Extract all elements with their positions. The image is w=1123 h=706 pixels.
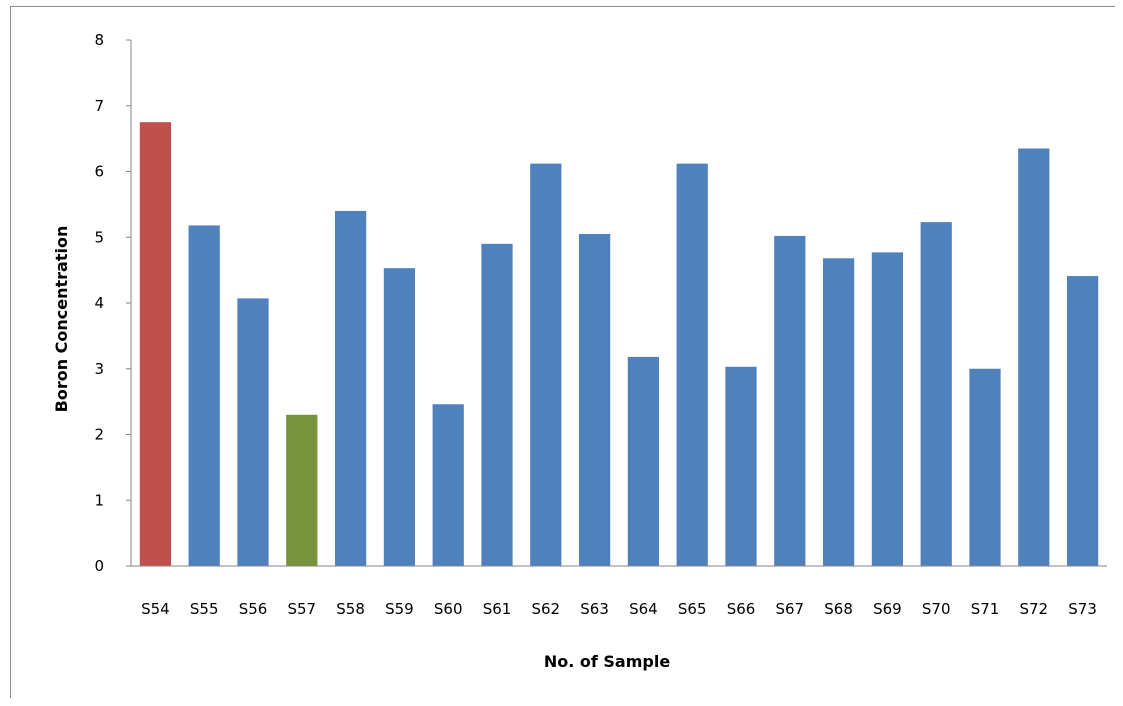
x-tick-label: S56 bbox=[239, 600, 268, 618]
x-tick-label: S54 bbox=[141, 600, 170, 618]
bar-s71 bbox=[969, 368, 1001, 566]
x-tick-label: S59 bbox=[385, 600, 414, 618]
bar-s60 bbox=[432, 404, 464, 566]
bar-s56 bbox=[237, 298, 269, 566]
bar-s69 bbox=[871, 252, 904, 566]
x-tick-label: S61 bbox=[483, 600, 512, 618]
bar-s62 bbox=[530, 163, 562, 567]
y-tick-label: 8 bbox=[94, 31, 104, 49]
x-tick-label: S70 bbox=[922, 600, 951, 618]
x-tick-label: S64 bbox=[629, 600, 658, 618]
bar-s73 bbox=[1066, 276, 1099, 566]
y-tick-label: 2 bbox=[94, 426, 104, 444]
x-tick-label: S55 bbox=[190, 600, 219, 618]
bar-s72 bbox=[1018, 148, 1050, 567]
bar-s61 bbox=[481, 243, 513, 566]
x-tick-label: S60 bbox=[434, 600, 463, 618]
chart-frame bbox=[10, 6, 1115, 698]
y-tick-label: 0 bbox=[94, 557, 104, 575]
bar-s59 bbox=[383, 268, 416, 566]
x-tick-label: S66 bbox=[727, 600, 756, 618]
bar-s55 bbox=[188, 225, 220, 567]
x-tick-label: S65 bbox=[678, 600, 707, 618]
y-tick-label: 6 bbox=[94, 163, 104, 181]
bar-s65 bbox=[676, 163, 708, 567]
y-tick-label: 5 bbox=[94, 228, 104, 246]
axes-group bbox=[130, 40, 1107, 567]
y-tick-label: 1 bbox=[94, 491, 104, 509]
y-axis-title: Boron Concentration bbox=[52, 226, 71, 413]
x-tick-label: S72 bbox=[1019, 600, 1048, 618]
bar-s70 bbox=[920, 222, 952, 566]
x-axis-title: No. of Sample bbox=[544, 652, 670, 671]
x-tick-label: S67 bbox=[775, 600, 804, 618]
bar-s57 bbox=[286, 414, 318, 566]
x-tick-label: S62 bbox=[531, 600, 560, 618]
bar-s58 bbox=[334, 210, 367, 566]
x-tick-label: S57 bbox=[287, 600, 316, 618]
bar-s63 bbox=[578, 233, 611, 566]
y-tick-label: 3 bbox=[94, 360, 104, 378]
x-ticks-group: S54 S55 S56 S57 S58 S59 S60 S61 S62 S63 S64 S65 S66 S… bbox=[141, 600, 1097, 618]
x-tick-label: S68 bbox=[824, 600, 853, 618]
y-ticks-group: 0 1 2 3 4 5 6 7 8 bbox=[94, 31, 131, 575]
y-tick-label: 4 bbox=[94, 294, 104, 312]
x-tick-label: S71 bbox=[971, 600, 1000, 618]
x-tick-label: S69 bbox=[873, 600, 902, 618]
x-tick-label: S58 bbox=[336, 600, 365, 618]
bars-group bbox=[139, 122, 1099, 567]
bar-s67 bbox=[774, 235, 806, 566]
bar-s54 bbox=[139, 122, 172, 566]
bar-s68 bbox=[822, 258, 855, 566]
bar-s64 bbox=[627, 356, 660, 566]
x-tick-label: S63 bbox=[580, 600, 609, 618]
y-tick-label: 7 bbox=[94, 97, 104, 115]
bar-s66 bbox=[725, 366, 757, 566]
x-tick-label: S73 bbox=[1068, 600, 1097, 618]
